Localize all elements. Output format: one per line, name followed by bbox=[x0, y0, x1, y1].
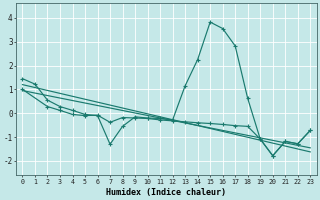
X-axis label: Humidex (Indice chaleur): Humidex (Indice chaleur) bbox=[106, 188, 226, 197]
